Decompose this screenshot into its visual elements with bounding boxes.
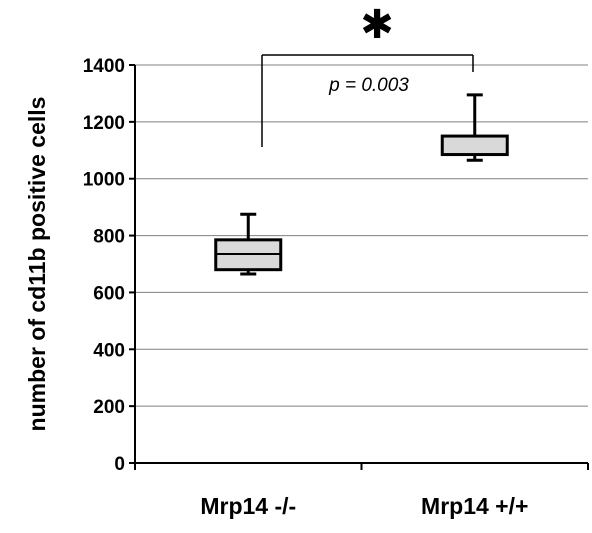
p-value-label: p = 0.003 [328,75,409,96]
significance-star: ✱ [360,2,394,48]
y-tick-label: 600 [93,283,125,304]
axes: 0 200 400 600 800 1000 1200 1400 Mrp14 -/- Mrp14 … [83,56,589,519]
y-axis-title: number of cd11b positive cells [24,97,50,432]
x-category-label: Mrp14 +/+ [421,493,528,519]
y-tick-label: 0 [114,454,125,475]
gridlines [135,64,588,407]
significance-annotation: p = 0.003 ✱ [261,2,474,147]
boxes [214,93,509,276]
y-tick-label: 1200 [83,113,125,134]
y-tick-label: 200 [93,397,125,418]
box-2 [440,93,509,162]
box-1 [214,212,283,276]
y-tick-label: 400 [93,340,125,361]
x-category-label: Mrp14 -/- [200,493,296,519]
box-iqr [440,134,509,157]
y-tick-label: 800 [93,227,125,248]
y-tick-label: 1400 [83,56,125,77]
y-tick-label: 1000 [83,170,125,191]
